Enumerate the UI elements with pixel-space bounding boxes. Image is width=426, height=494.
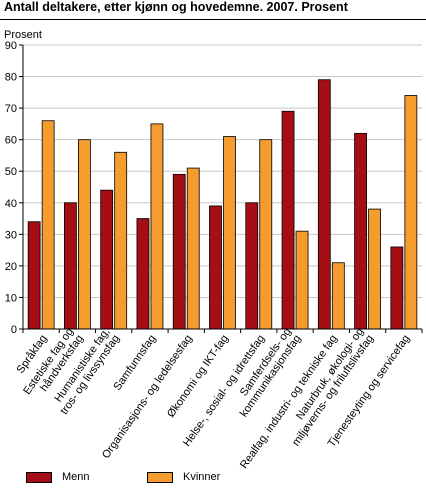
title-divider [0, 19, 426, 20]
bar-kvinner-7 [295, 230, 309, 330]
y-tick-label: 90 [5, 40, 17, 52]
bar-kvinner-9 [368, 208, 381, 330]
legend-label-kvinner: Kvinner [183, 471, 221, 483]
bar-menn-0 [27, 221, 41, 330]
bar-kvinner-4 [186, 167, 200, 330]
legend-item-menn: Menn [26, 471, 90, 483]
y-tick-label: 50 [5, 166, 17, 178]
bar-menn-4 [172, 173, 186, 330]
bar-kvinner-1 [78, 139, 91, 330]
bar-menn-5 [209, 205, 222, 330]
y-tick-label: 30 [5, 229, 17, 241]
legend-swatch-menn [26, 471, 52, 483]
bar-menn-9 [354, 132, 367, 330]
y-tick-label: 80 [5, 72, 17, 84]
legend-item-kvinner: Kvinner [147, 471, 220, 483]
y-axis-title: Prosent [4, 29, 42, 41]
bar-kvinner-8 [331, 262, 345, 330]
bar-kvinner-5 [223, 136, 236, 330]
y-tick-label: 40 [5, 198, 17, 210]
legend-swatch-kvinner [147, 471, 173, 483]
bar-kvinner-6 [259, 139, 273, 330]
bar-menn-8 [317, 79, 331, 330]
y-tick-label: 70 [5, 103, 17, 115]
bar-menn-3 [136, 218, 150, 330]
bar-menn-2 [100, 189, 114, 330]
chart-title: Antall deltakere, etter kjønn og hovedem… [4, 0, 348, 14]
bar-menn-10 [390, 246, 404, 330]
legend-label-menn: Menn [62, 471, 90, 483]
bar-kvinner-2 [114, 151, 128, 330]
y-tick-label: 10 [5, 292, 17, 304]
y-tick-label: 20 [5, 261, 17, 273]
y-tick-label: 60 [5, 135, 17, 147]
bar-menn-1 [64, 202, 77, 330]
bar-kvinner-10 [404, 95, 418, 330]
bar-menn-7 [281, 110, 295, 330]
bar-kvinner-3 [150, 123, 164, 330]
bar-kvinner-0 [41, 120, 55, 330]
bar-menn-6 [245, 202, 259, 330]
y-tick-label: 0 [11, 324, 17, 336]
